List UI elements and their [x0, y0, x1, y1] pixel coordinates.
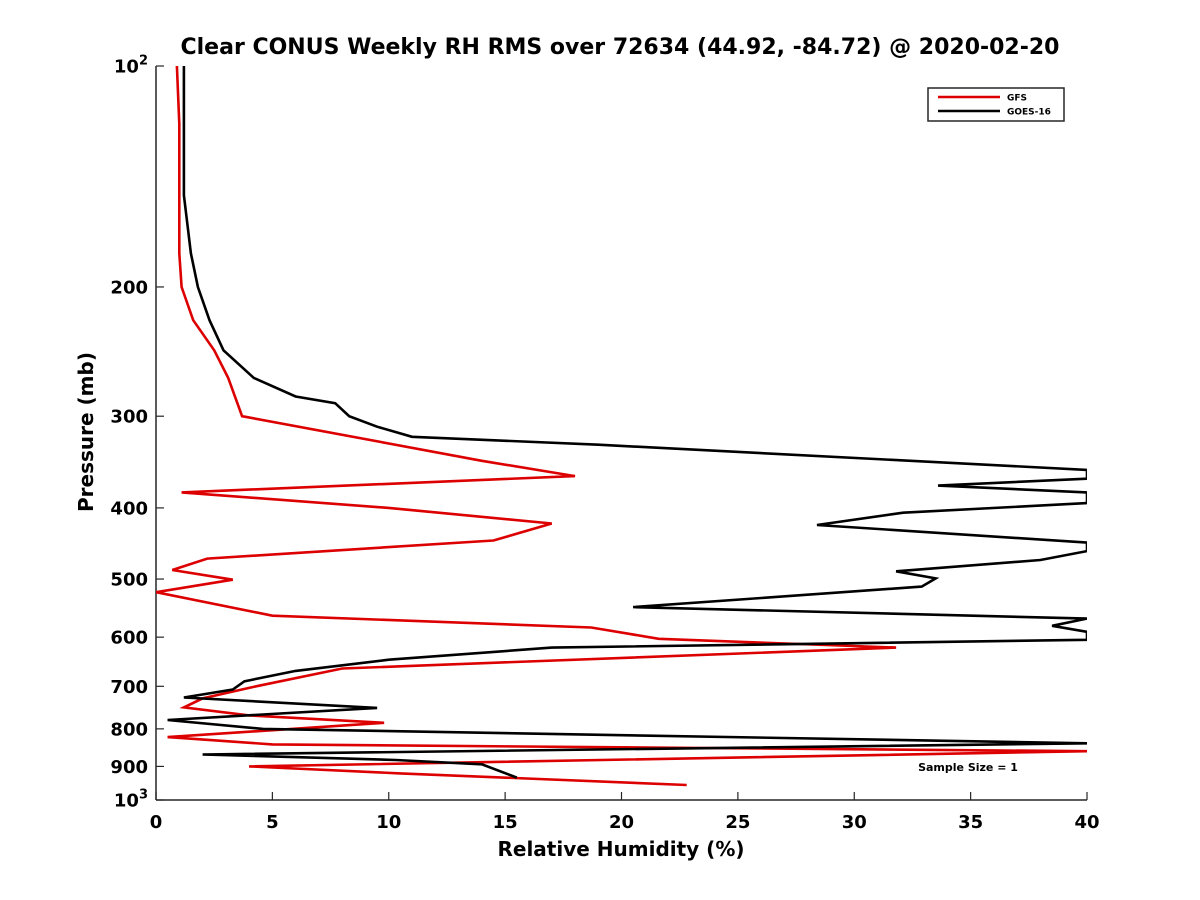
x-tick-label: 15 [493, 812, 518, 833]
y-tick-label: 500 [110, 570, 148, 591]
y-tick-label: 300 [110, 407, 148, 428]
y-tick-label-exponent: 2 [139, 54, 148, 69]
y-tick-label-exponent: 3 [139, 788, 148, 803]
y-tick-label: 400 [110, 498, 148, 519]
legend-label-gfs: GFS [1007, 94, 1027, 104]
y-tick-label-base: 10 [114, 57, 139, 78]
y-tick-label: 800 [110, 719, 148, 740]
y-tick-label: 103 [114, 788, 148, 812]
chart-title: Clear CONUS Weekly RH RMS over 72634 (44… [181, 35, 1060, 60]
y-tick-label: 900 [110, 757, 148, 778]
legend: GFS GOES-16 [927, 87, 1065, 122]
legend-box [927, 87, 1065, 122]
x-tick-label: 10 [376, 812, 401, 833]
x-tick-label: 0 [150, 812, 163, 833]
x-tick-label: 25 [725, 812, 750, 833]
axes-background [156, 66, 1087, 800]
series-line-goes-16 [167, 66, 1087, 779]
ticks-layer: 0 5 10 15 20 25 30 35 40102200300400500600700800… [110, 54, 1099, 834]
y-tick-label: 102 [114, 54, 148, 78]
sample-size-annotation: Sample Size = 1 [918, 761, 1018, 774]
y-tick-label: 600 [110, 628, 148, 649]
y-axis-label: Pressure (mb) [74, 352, 98, 512]
x-tick-label: 35 [958, 812, 983, 833]
x-tick-label: 30 [842, 812, 867, 833]
x-axis-label: Relative Humidity (%) [497, 837, 744, 861]
x-tick-label: 40 [1074, 812, 1099, 833]
x-tick-label: 5 [266, 812, 279, 833]
y-tick-label: 200 [110, 277, 148, 298]
series-layer [156, 66, 1087, 787]
y-tick-label: 700 [110, 677, 148, 698]
series-line-gfs [156, 66, 1087, 787]
plot-area [155, 66, 1087, 801]
legend-label-goes-16: GOES-16 [1007, 108, 1051, 118]
y-tick-label-base: 10 [114, 791, 139, 812]
x-tick-label: 20 [609, 812, 634, 833]
